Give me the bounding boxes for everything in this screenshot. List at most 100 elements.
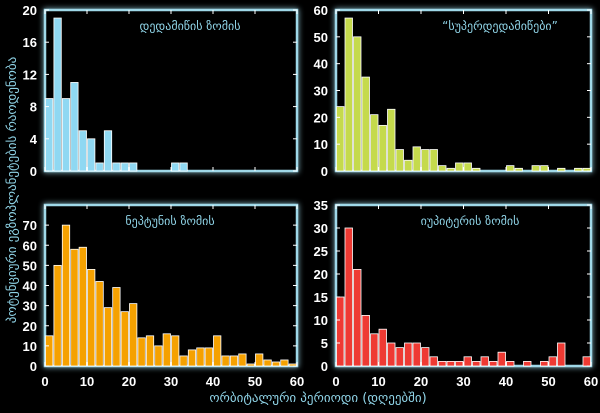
x-tick-label: 60 [584,374,598,389]
bar [129,303,138,367]
y-tick-label: 0 [30,164,37,179]
x-tick-label: 50 [248,374,262,389]
y-tick-label: 20 [314,110,328,125]
y-tick-label: 40 [23,279,37,294]
y-tick-label: 12 [23,67,37,82]
x-tick-label: 0 [332,374,339,389]
panel-1: 0 4 8 12 16 20 დედამიწის ზომის [23,3,299,179]
y-tick-label: 10 [314,137,328,152]
x-tick-label: 30 [456,374,470,389]
panel-title: იუპიტერის ზომის [421,214,520,228]
x-tick-label: 20 [414,374,428,389]
x-tick-label: 10 [80,374,94,389]
bar [179,162,188,172]
bar [480,356,489,367]
bar [497,351,506,367]
bar [45,98,54,172]
bar [53,264,62,367]
bar [229,355,239,367]
y-tick-label: 40 [314,57,328,72]
y-tick-label: 30 [23,299,37,314]
y-tick-label: 15 [314,290,328,305]
bar [523,360,532,367]
bar [387,342,396,367]
bar [506,360,515,367]
bar [370,333,379,367]
y-tick-label: 0 [321,164,328,179]
bar [87,138,96,172]
y-tick-label: 60 [23,238,37,253]
bar [421,149,430,172]
bar [145,335,155,367]
bar [263,359,272,367]
bar [438,165,447,172]
bar [213,335,222,367]
y-tick-label: 70 [23,218,37,233]
panel-3: 0 10 20 30 40 50 60 70 0 10 20 30 40 50 60 ნეპტუნის ზომ… [23,203,304,389]
bar [557,342,566,367]
panel-title: ნეპტუნის ზომის [125,214,214,228]
bar [548,356,557,367]
bar [103,307,113,367]
bar [489,360,498,367]
bar [246,363,255,367]
bar [120,162,129,172]
y-tick-label: 20 [23,3,37,18]
bar [61,224,71,367]
bar [103,130,113,172]
bar [412,146,421,172]
y-axis-label: პოტენციური ეგზოპლანეტების რაოდენობა [5,57,20,323]
bar [404,342,413,367]
bar [61,98,71,172]
bar [70,82,79,172]
bar [421,347,430,367]
bar [395,149,404,172]
bar [171,162,180,172]
y-tick-label: 60 [314,3,328,18]
bar [361,76,370,172]
bar [271,361,281,367]
y-tick-label: 10 [23,339,37,354]
y-tick-label: 20 [314,267,328,282]
bar [463,162,472,172]
y-tick-label: 35 [314,198,328,213]
bar [387,108,396,172]
bar [187,349,197,367]
panel-title: დედამიწის ზომის [140,19,241,33]
bar [370,114,379,172]
bar [344,227,353,367]
y-tick-label: 50 [314,30,328,45]
bar [154,345,163,367]
bar [137,337,146,367]
bar [472,360,481,367]
bar [95,281,104,367]
x-axis-label: ორბიტალური პერიოდი (დღეებში) [209,391,426,406]
y-tick-label: 30 [314,221,328,236]
bar [582,356,591,367]
bar [129,162,138,172]
bar [514,167,523,172]
y-tick-label: 0 [321,359,328,374]
bar [112,287,121,367]
y-tick-label: 5 [321,336,328,351]
bar [455,360,464,367]
y-tick-label: 16 [23,35,37,50]
y-tick-label: 10 [314,313,328,328]
x-tick-label: 40 [499,374,513,389]
bar [280,359,289,367]
bar [70,248,79,367]
y-tick-label: 8 [30,100,37,115]
y-tick-label: 0 [30,359,37,374]
plot-frame [43,8,299,173]
bar [179,355,188,367]
bar [336,296,345,367]
bar [112,162,121,172]
bar [540,360,549,367]
bar [378,124,387,172]
bar [463,356,472,367]
bar [171,335,180,367]
bar [120,311,129,367]
bar [353,268,362,367]
bar [531,165,540,172]
